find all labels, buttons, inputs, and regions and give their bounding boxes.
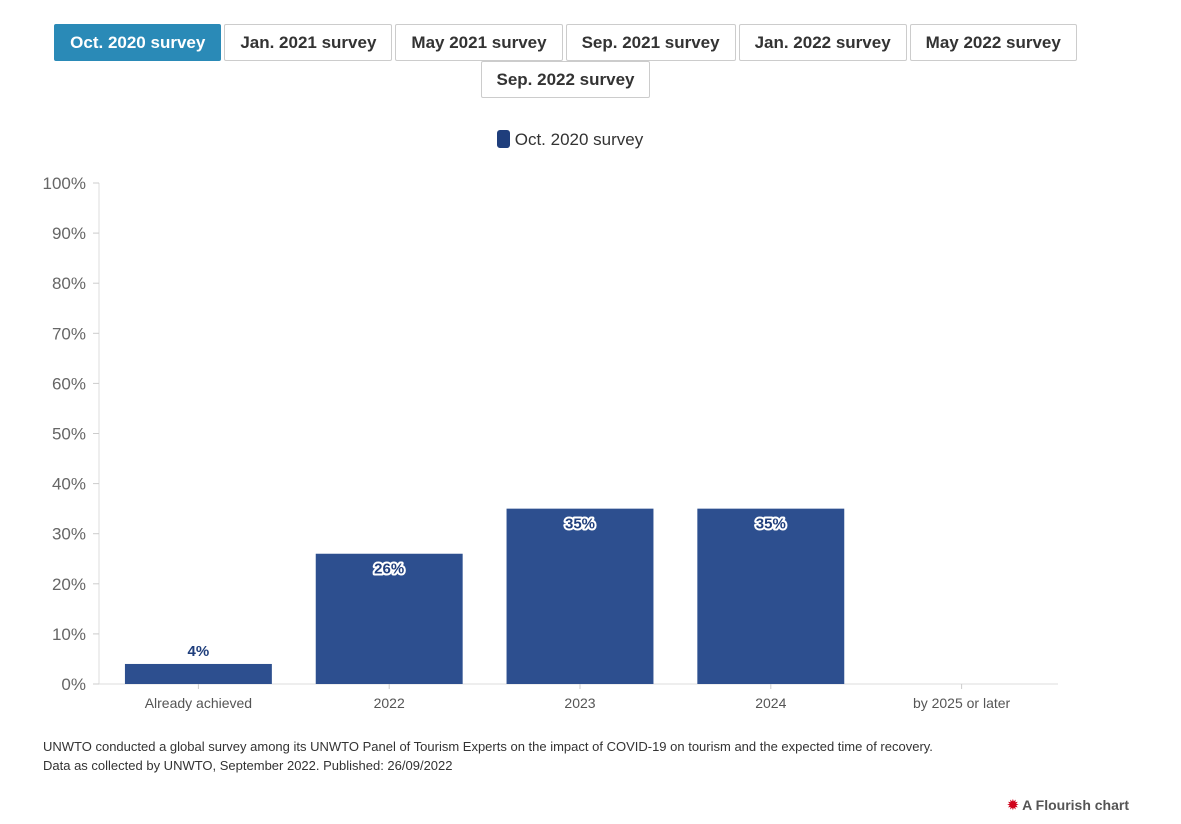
- x-tick-label: 2022: [374, 695, 405, 711]
- x-tick-label: 2023: [564, 695, 595, 711]
- data-label: 35%: [565, 516, 595, 533]
- survey-tabs: Oct. 2020 survey Jan. 2021 survey May 2021…: [0, 24, 1132, 98]
- y-tick-label: 10%: [52, 625, 86, 644]
- tab-jan-2021-survey[interactable]: Jan. 2021 survey: [224, 24, 393, 61]
- data-label: 26%: [374, 561, 404, 578]
- y-tick-label: 50%: [52, 425, 86, 444]
- flourish-label: A Flourish chart: [1022, 797, 1129, 813]
- tab-row-2: Sep. 2022 survey: [0, 61, 1132, 98]
- x-tick-label: 2024: [755, 695, 786, 711]
- y-tick-label: 60%: [52, 374, 86, 393]
- y-tick-label: 20%: [52, 575, 86, 594]
- legend-label: Oct. 2020 survey: [514, 130, 644, 149]
- bar-0: [124, 663, 272, 684]
- tab-may-2021-survey[interactable]: May 2021 survey: [395, 24, 563, 61]
- footnote-line-2: Data as collected by UNWTO, September 20…: [43, 758, 453, 773]
- bar-2: [506, 508, 654, 684]
- y-tick-label: 30%: [52, 525, 86, 544]
- y-tick-label: 0%: [61, 675, 86, 694]
- y-tick-label: 70%: [52, 324, 86, 343]
- bar-1: [315, 553, 463, 684]
- x-tick-label: by 2025 or later: [913, 695, 1011, 711]
- flourish-credit[interactable]: ✹ A Flourish chart: [1007, 796, 1129, 814]
- tab-oct-2020-survey[interactable]: Oct. 2020 survey: [54, 24, 222, 61]
- data-label: 4%: [188, 643, 210, 660]
- tab-jan-2022-survey[interactable]: Jan. 2022 survey: [738, 24, 907, 61]
- bar-3: [697, 508, 845, 684]
- y-tick-label: 40%: [52, 475, 86, 494]
- flourish-logo-icon: ✹: [1006, 797, 1020, 814]
- y-tick-label: 90%: [52, 224, 86, 243]
- bar-chart: 0% 10% 20% 30% 40% 50% 60% 70% 80% 90% 100% 4% Alrea…: [43, 174, 1058, 711]
- y-tick-label: 100%: [43, 174, 86, 193]
- tab-row-1: Oct. 2020 survey Jan. 2021 survey May 2021…: [0, 24, 1132, 61]
- y-tick-label: 80%: [52, 274, 86, 293]
- x-tick-label: Already achieved: [145, 695, 252, 711]
- tab-sep-2021-survey[interactable]: Sep. 2021 survey: [565, 24, 736, 61]
- legend-swatch: [496, 130, 510, 148]
- tab-may-2022-survey[interactable]: May 2022 survey: [909, 24, 1077, 61]
- tab-sep-2022-survey[interactable]: Sep. 2022 survey: [480, 61, 651, 98]
- footnote-line-1: UNWTO conducted a global survey among it…: [43, 739, 933, 754]
- data-label: 35%: [756, 516, 786, 533]
- chart-legend: Oct. 2020 survey: [0, 130, 1140, 150]
- footnote: UNWTO conducted a global survey among it…: [43, 737, 933, 775]
